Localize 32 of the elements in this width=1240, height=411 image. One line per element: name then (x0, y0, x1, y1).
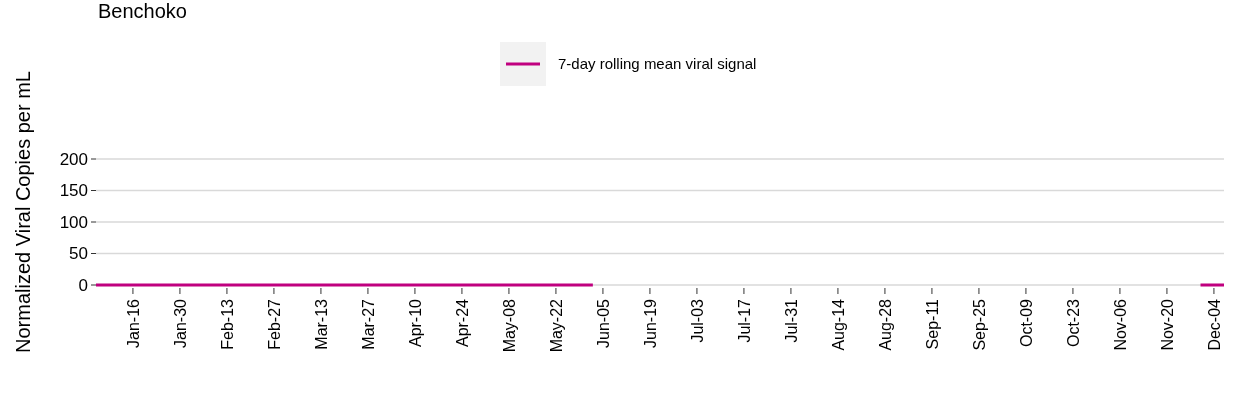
x-tick-label: Jun-05 (594, 298, 612, 348)
x-tick-label: Oct-23 (1064, 298, 1082, 348)
y-tick-label: 150 (59, 181, 88, 201)
x-tick-label: Aug-14 (829, 298, 847, 351)
x-tick-label: Jan-30 (171, 298, 189, 348)
x-tick-label: Aug-28 (876, 298, 894, 351)
x-tick-label: Nov-20 (1158, 298, 1176, 351)
x-tick-label: Jul-17 (735, 298, 753, 343)
x-tick-label: Oct-09 (1017, 298, 1035, 348)
legend-label: 7-day rolling mean viral signal (558, 55, 757, 73)
y-tick-label: 100 (59, 212, 88, 232)
x-tick-label: Mar-13 (312, 298, 330, 350)
x-tick-label: Jan-16 (124, 298, 142, 348)
x-tick-label: Jul-31 (782, 298, 800, 343)
x-tick-label: May-22 (547, 298, 565, 353)
x-tick-label: Feb-13 (218, 298, 236, 350)
chart-title: Benchoko (98, 0, 187, 22)
y-axis-title: Normalized Viral Copies per mL (12, 71, 34, 353)
x-tick-label: Sep-25 (970, 298, 988, 351)
y-tick-label: 200 (59, 149, 88, 169)
x-tick-label: Apr-10 (406, 298, 424, 348)
x-tick-label: Dec-04 (1205, 298, 1223, 351)
x-tick-label: Feb-27 (265, 298, 283, 350)
x-tick-label: May-08 (500, 298, 518, 353)
x-tick-label: Jun-19 (641, 298, 659, 348)
x-tick-label: Apr-24 (453, 298, 471, 348)
y-tick-label: 50 (69, 244, 88, 264)
y-tick-label: 0 (78, 275, 88, 295)
x-tick-label: Jul-03 (688, 298, 706, 343)
x-tick-label: Mar-27 (359, 298, 377, 350)
x-tick-label: Nov-06 (1111, 298, 1129, 351)
x-tick-label: Sep-11 (923, 298, 941, 350)
